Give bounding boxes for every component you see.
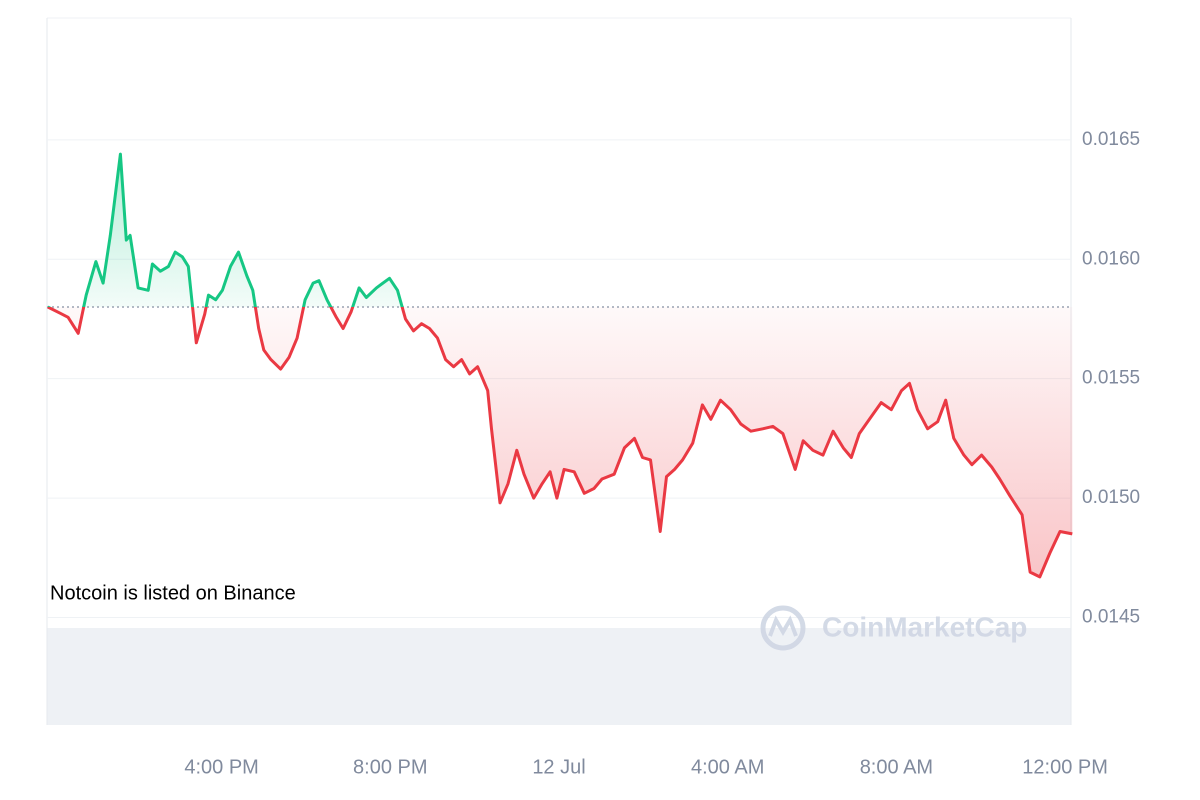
- watermark-text: CoinMarketCap: [822, 611, 1027, 642]
- watermark-logo: [760, 605, 806, 651]
- area-down: [47, 307, 1073, 577]
- y-tick-label: 0.0155: [1082, 368, 1140, 389]
- area-up: [47, 154, 1073, 308]
- price-line-down: [47, 307, 1073, 579]
- y-tick-label: 0.0145: [1082, 607, 1140, 628]
- volume-band: [47, 628, 1071, 725]
- x-tick-label: 4:00 AM: [691, 756, 764, 778]
- y-tick-label: 0.0160: [1082, 248, 1140, 269]
- marks: [47, 152, 1073, 579]
- x-tick-label: 12:00 PM: [1022, 756, 1108, 778]
- x-tick-label: 4:00 PM: [184, 756, 258, 778]
- x-tick-label: 8:00 PM: [353, 756, 427, 778]
- watermark: CoinMarketCap: [760, 605, 1027, 651]
- watermark-logo: [768, 615, 798, 637]
- y-tick-label: 0.0165: [1082, 129, 1140, 150]
- x-tick-label: 12 Jul: [532, 756, 585, 778]
- y-tick-label: 0.0150: [1082, 487, 1140, 508]
- annotation: Notcoin is listed on Binance: [50, 582, 296, 604]
- x-tick-label: 8:00 AM: [860, 756, 933, 778]
